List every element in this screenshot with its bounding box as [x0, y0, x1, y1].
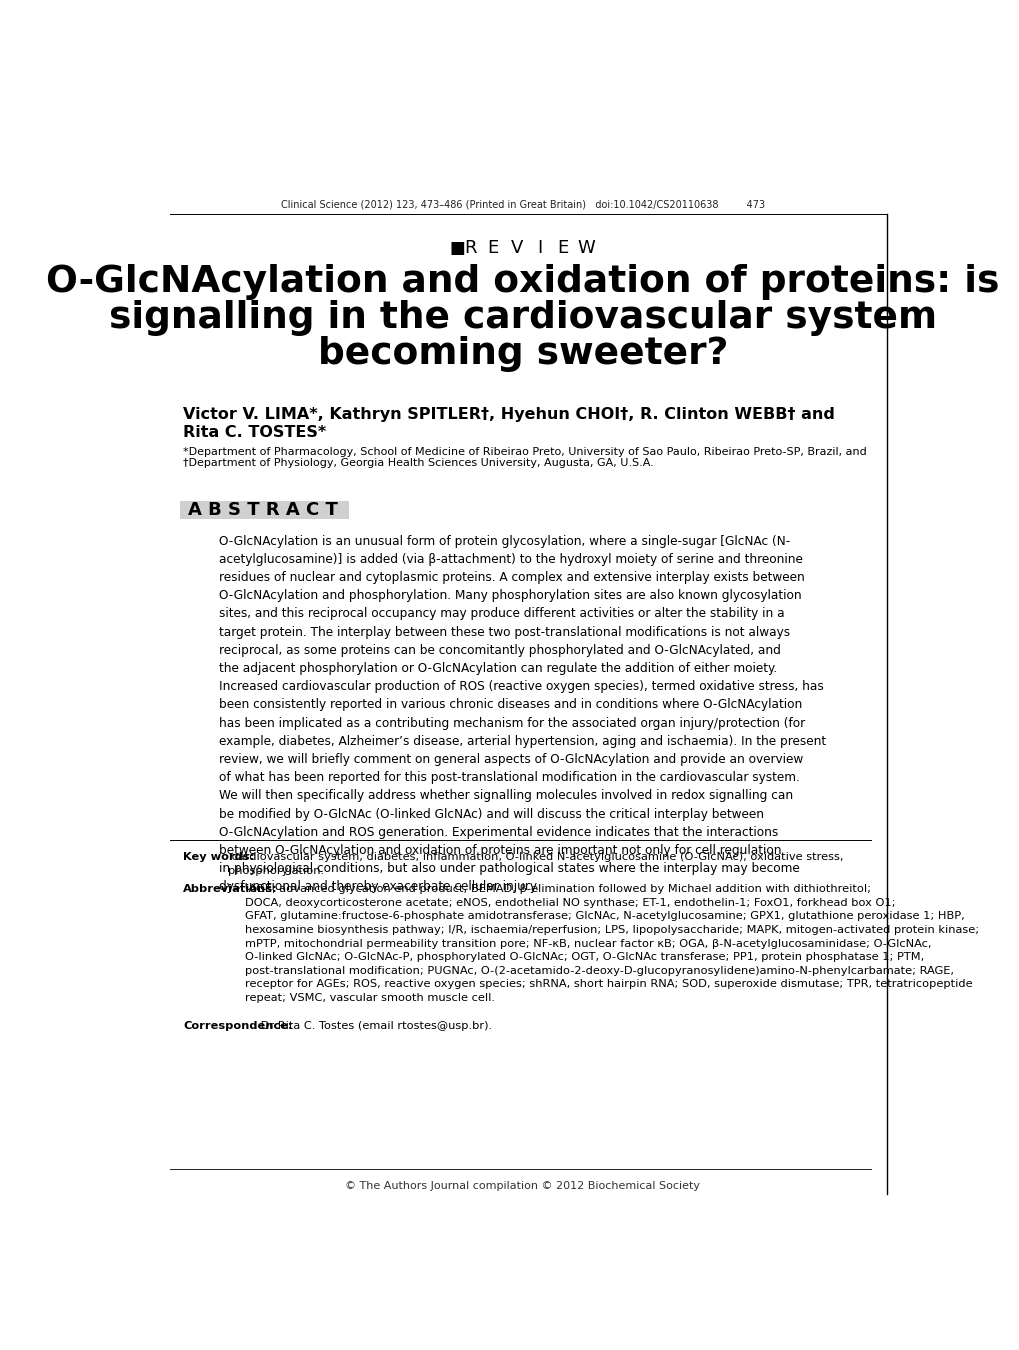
Text: *Department of Pharmacology, School of Medicine of Ribeirao Preto, University of: *Department of Pharmacology, School of M…	[183, 447, 866, 456]
Text: Dr Rita C. Tostes (email rtostes@usp.br).: Dr Rita C. Tostes (email rtostes@usp.br)…	[257, 1021, 491, 1030]
Text: © The Authors Journal compilation © 2012 Biochemical Society: © The Authors Journal compilation © 2012…	[344, 1181, 700, 1191]
Text: signalling in the cardiovascular system: signalling in the cardiovascular system	[109, 300, 935, 336]
Text: E: E	[487, 239, 498, 256]
Text: Abbreviations:: Abbreviations:	[183, 884, 277, 894]
Text: AGE, advanced glycation end product; BEMAD, β-elimination followed by Michael ad: AGE, advanced glycation end product; BEM…	[245, 884, 978, 1003]
Text: A B S T R A C T: A B S T R A C T	[187, 501, 337, 518]
Text: Clinical Science (2012) 123, 473–486 (Printed in Great Britain)   doi:10.1042/CS: Clinical Science (2012) 123, 473–486 (Pr…	[280, 200, 764, 209]
Text: Victor V. LIMA*, Kathryn SPITLER†, Hyehun CHOI†, R. Clinton WEBB† and: Victor V. LIMA*, Kathryn SPITLER†, Hyehu…	[183, 406, 835, 421]
Text: O-GlcNAcylation and oxidation of proteins: is: O-GlcNAcylation and oxidation of protein…	[46, 263, 999, 300]
Text: E: E	[556, 239, 569, 256]
Text: R: R	[464, 239, 476, 256]
Text: Correspondence:: Correspondence:	[183, 1021, 292, 1030]
Text: Key words:: Key words:	[183, 852, 254, 861]
Text: O-GlcNAcylation is an unusual form of protein glycosylation, where a single-suga: O-GlcNAcylation is an unusual form of pr…	[219, 535, 825, 894]
Text: V: V	[510, 239, 522, 256]
Text: becoming sweeter?: becoming sweeter?	[317, 336, 728, 373]
Text: I: I	[537, 239, 542, 256]
Text: ■: ■	[448, 239, 465, 256]
Text: W: W	[577, 239, 595, 256]
Text: †Department of Physiology, Georgia Health Sciences University, Augusta, GA, U.S.: †Department of Physiology, Georgia Healt…	[183, 459, 653, 468]
Text: Rita C. TOSTES*: Rita C. TOSTES*	[183, 425, 326, 440]
Text: cardiovascular system, diabetes, inflammation, O-linked N-acetylglucosamine (O-G: cardiovascular system, diabetes, inflamm…	[228, 852, 843, 876]
Bar	[180, 501, 348, 520]
